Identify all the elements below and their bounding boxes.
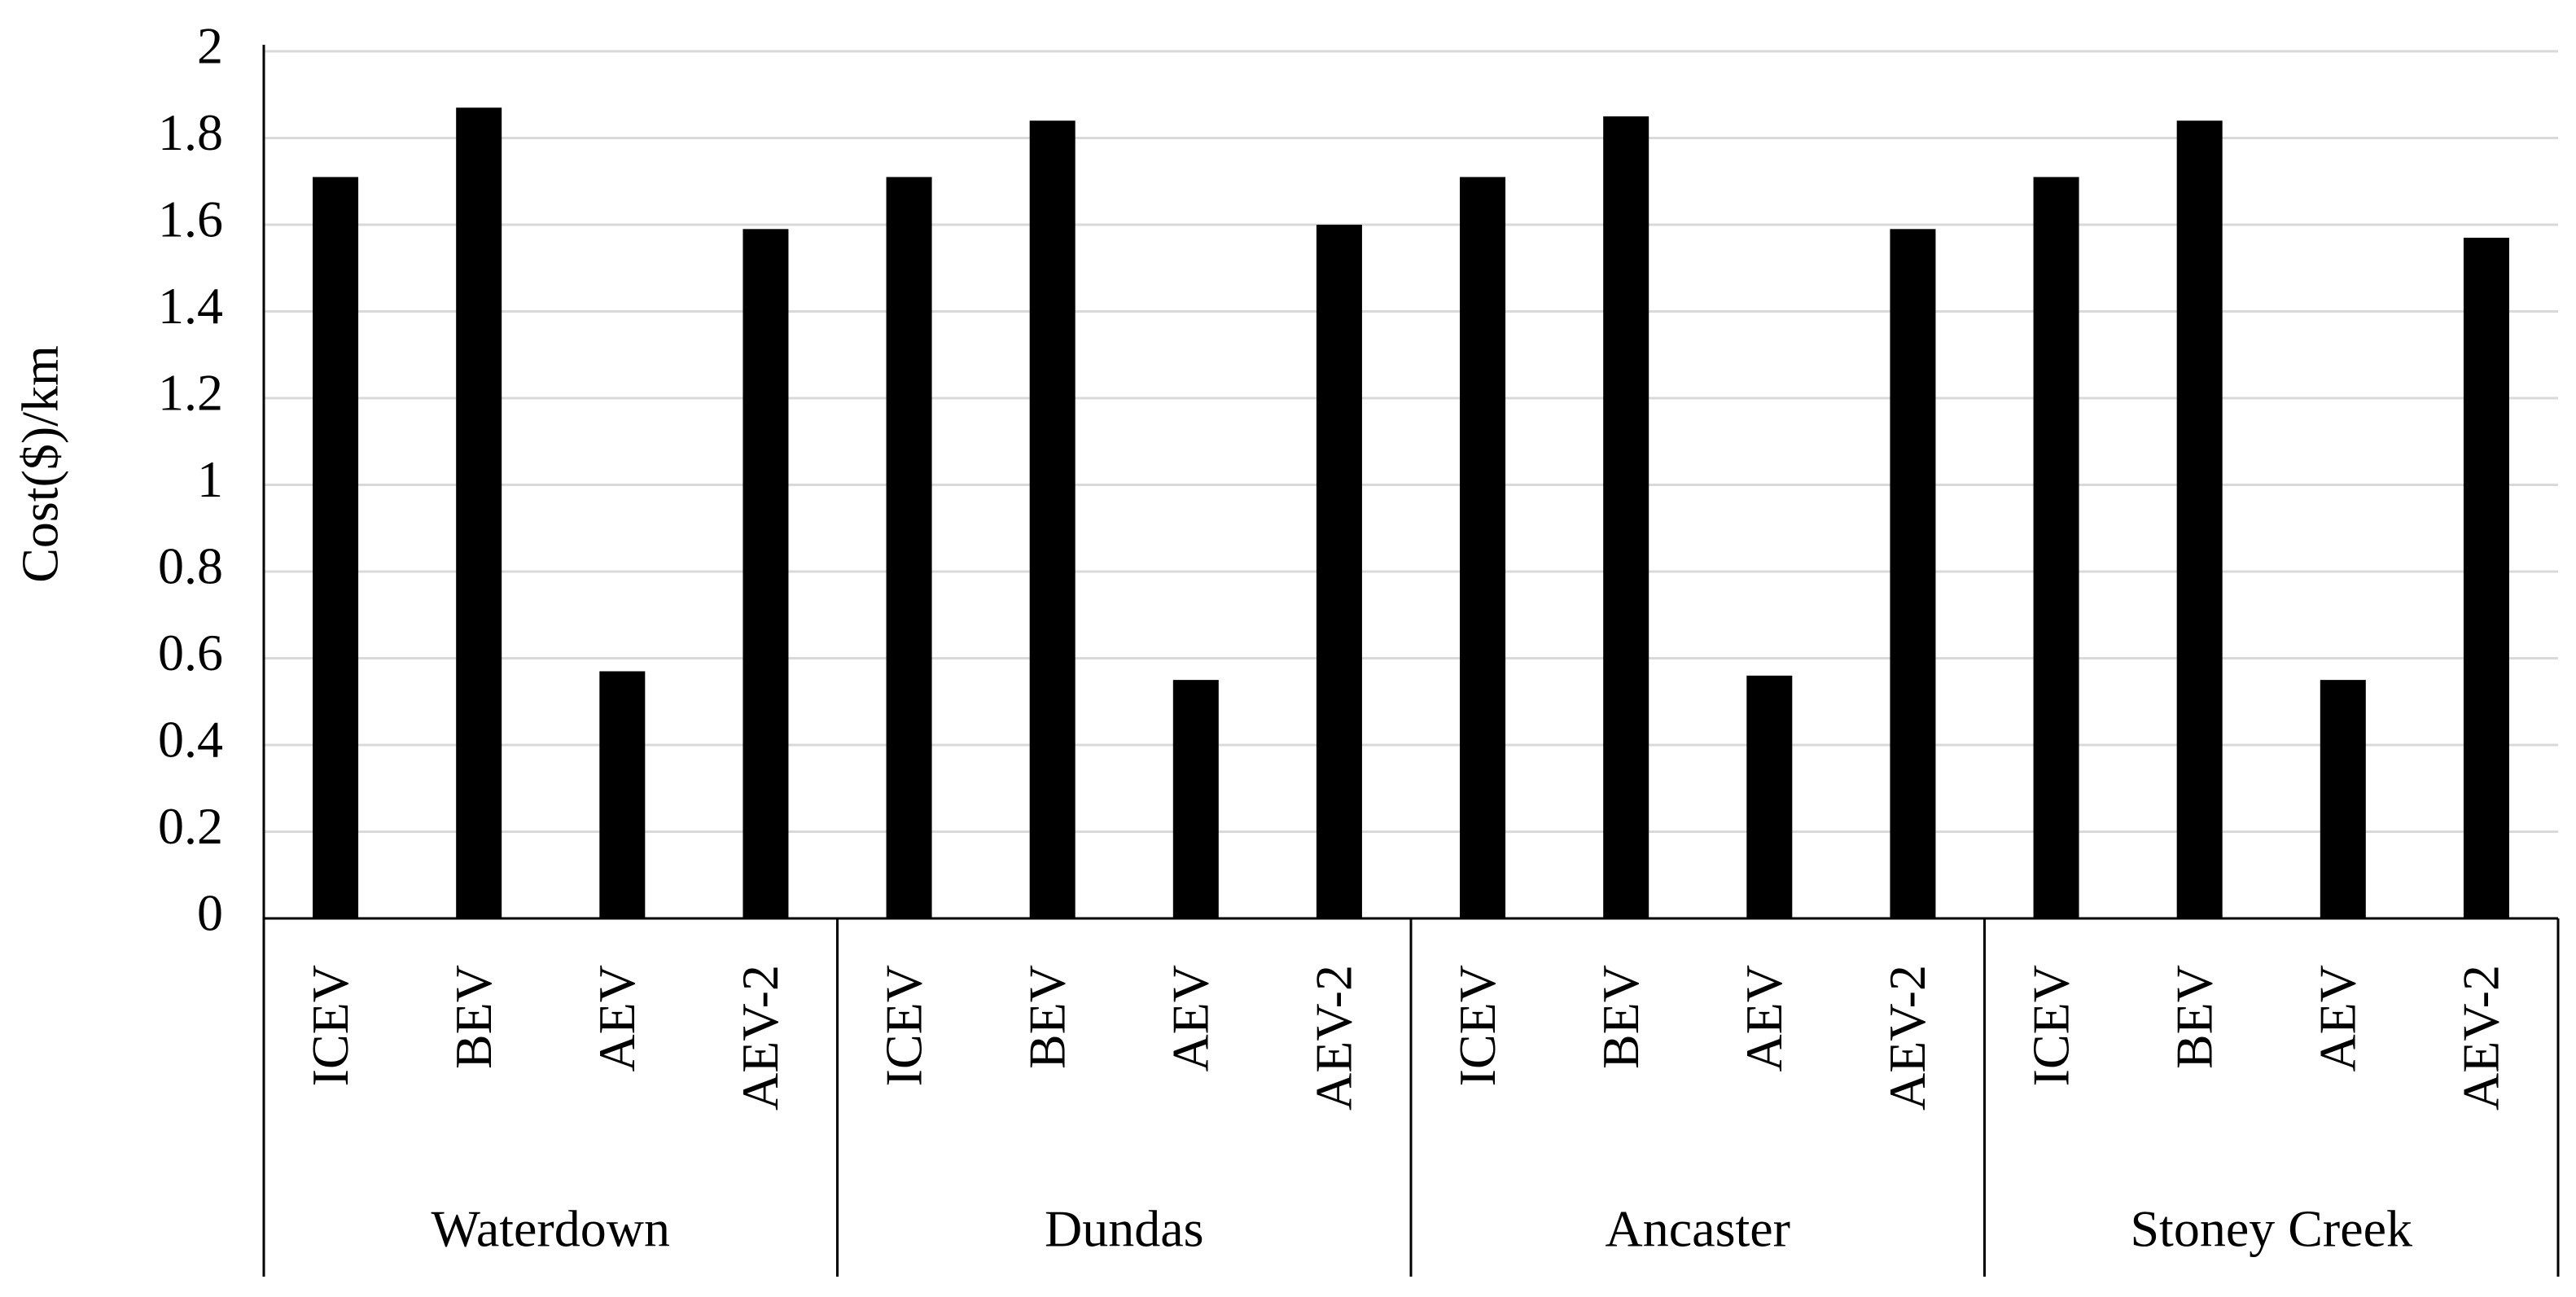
- bar: [1172, 680, 1219, 918]
- bar: [886, 177, 932, 919]
- bar: [2463, 237, 2509, 919]
- x-tick-label: AEV-2: [1305, 965, 1363, 1111]
- group-label: Dundas: [1045, 1200, 1204, 1258]
- bar: [2320, 680, 2366, 918]
- y-tick-label: 2: [197, 17, 223, 75]
- x-tick-label: BEV: [445, 965, 502, 1069]
- bar: [1890, 229, 1936, 918]
- y-axis-label: Cost($)/km: [11, 345, 69, 583]
- x-tick-label: BEV: [1018, 965, 1076, 1069]
- y-tick-label: 0.6: [158, 624, 223, 681]
- y-tick-label: 0.2: [158, 797, 223, 855]
- bar: [1746, 675, 1793, 918]
- y-tick-label: 0: [197, 884, 223, 942]
- group-label: Stoney Creek: [2130, 1200, 2412, 1258]
- bar: [599, 671, 646, 918]
- y-tick-label: 0.8: [158, 537, 223, 595]
- x-tick-label: ICEV: [874, 965, 932, 1086]
- bar: [313, 177, 359, 919]
- y-tick-label: 1.6: [158, 191, 223, 248]
- x-tick-label: AEV-2: [1878, 965, 1936, 1111]
- x-tick-label: AEV: [1735, 965, 1793, 1072]
- bar: [456, 107, 502, 919]
- bar: [2033, 177, 2079, 919]
- group-label: Waterdown: [432, 1200, 670, 1258]
- bar: [1603, 116, 1649, 918]
- x-tick-label: BEV: [1592, 965, 1649, 1069]
- x-tick-label: ICEV: [301, 965, 359, 1086]
- bar: [2176, 120, 2223, 918]
- y-tick-label: 0.4: [158, 711, 223, 769]
- x-tick-label: ICEV: [1448, 965, 1506, 1086]
- x-tick-label: ICEV: [2022, 965, 2079, 1086]
- bar: [1029, 120, 1076, 918]
- bar: [743, 229, 789, 918]
- bar: [1316, 225, 1362, 918]
- x-tick-label: AEV: [2309, 965, 2367, 1072]
- x-tick-label: AEV: [588, 965, 646, 1072]
- x-tick-label: AEV: [1162, 965, 1220, 1072]
- x-tick-label: AEV-2: [731, 965, 789, 1111]
- bar: [1460, 177, 1506, 919]
- y-tick-label: 1.4: [158, 277, 223, 335]
- x-tick-label: AEV-2: [2452, 965, 2510, 1111]
- y-tick-label: 1.2: [158, 364, 223, 422]
- y-tick-label: 1: [197, 450, 223, 508]
- x-tick-label: BEV: [2165, 965, 2223, 1069]
- y-tick-label: 1.8: [158, 103, 223, 161]
- group-label: Ancaster: [1606, 1200, 1790, 1258]
